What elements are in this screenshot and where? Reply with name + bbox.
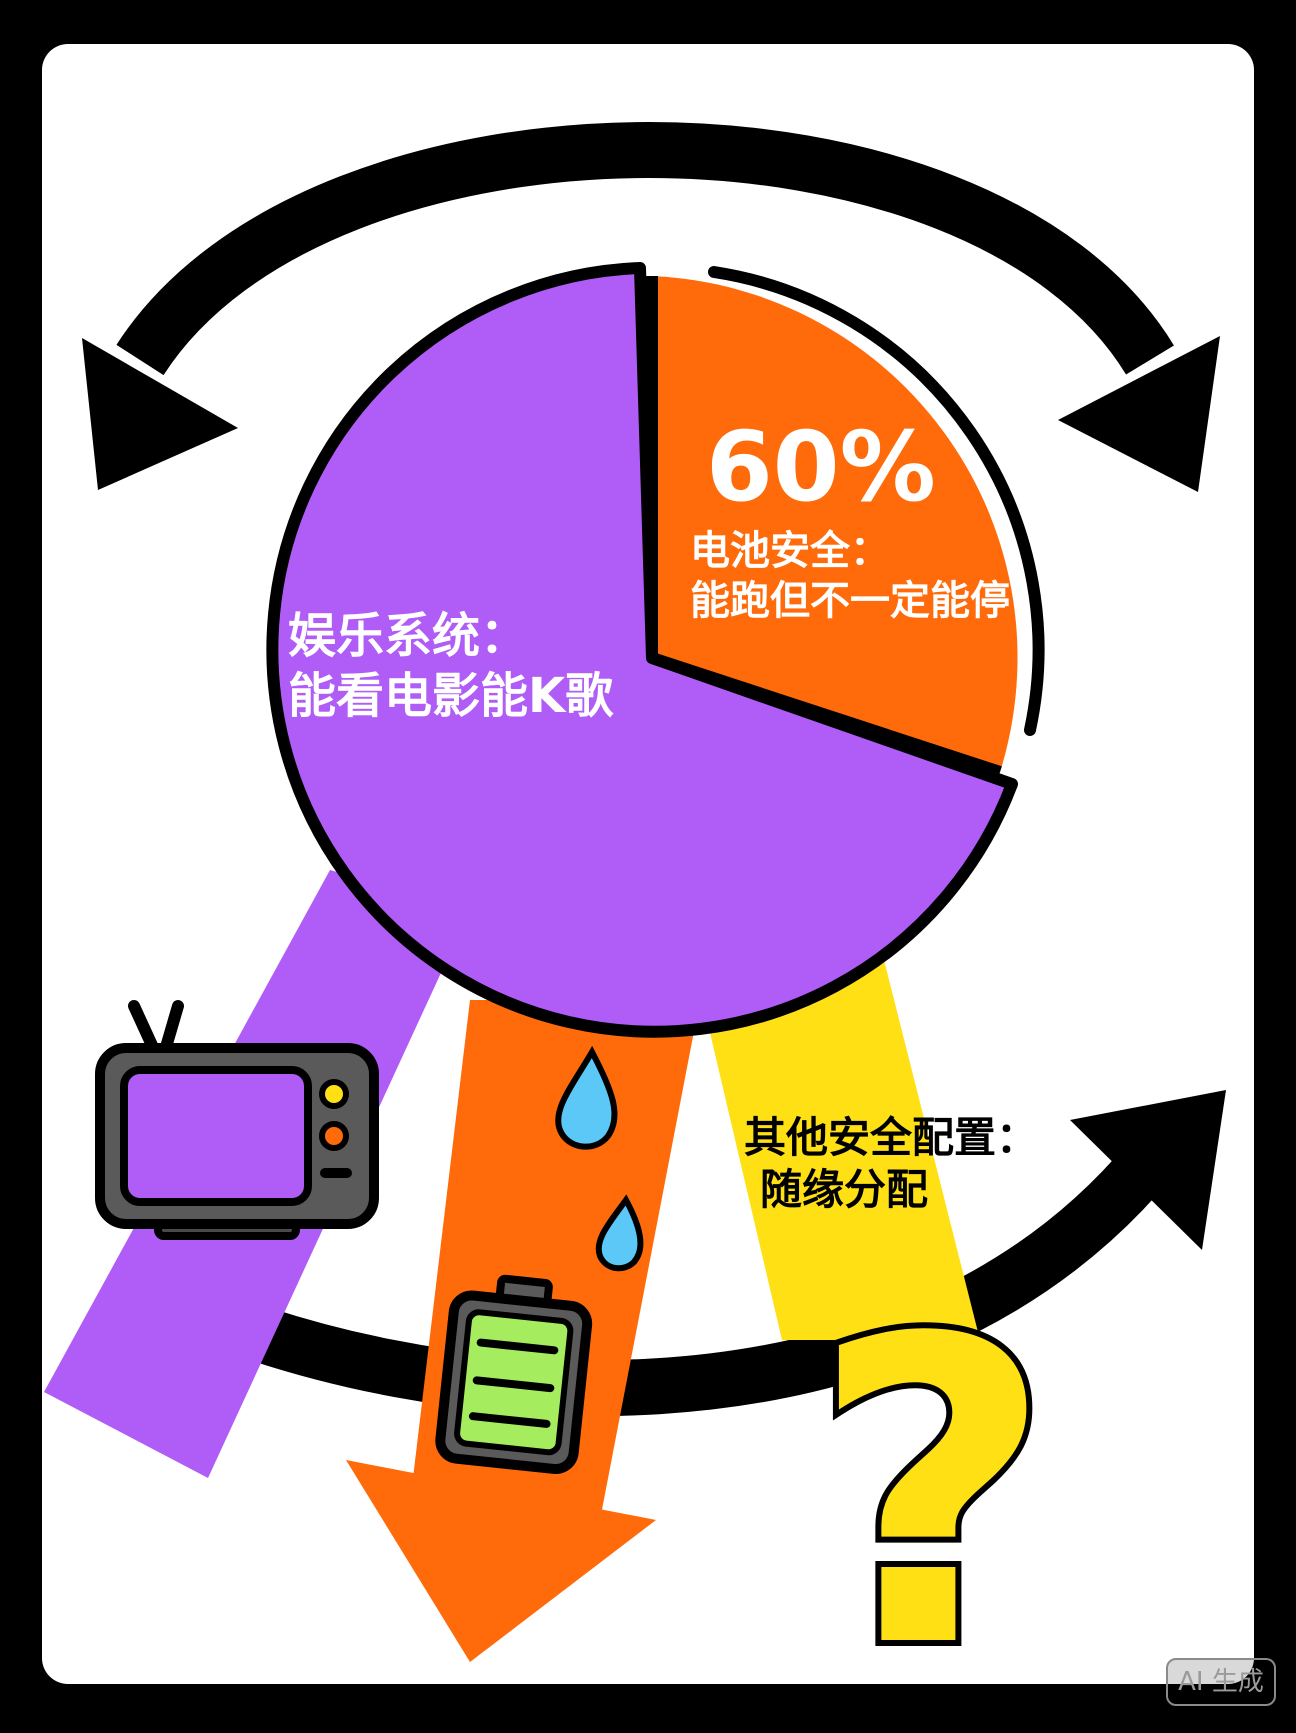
purple-slice-title: 娱乐系统： bbox=[288, 608, 528, 664]
water-drop-icon bbox=[595, 1194, 644, 1272]
other-config-desc: 随缘分配 bbox=[760, 1165, 928, 1214]
orange-slice-title: 电池安全： bbox=[690, 528, 890, 574]
pie-slice-purple bbox=[266, 262, 1018, 1038]
percent-label: 60% bbox=[706, 411, 936, 523]
yellow-ribbon bbox=[700, 960, 980, 1340]
ai-generated-watermark: AI 生成 bbox=[1166, 1658, 1276, 1706]
top-curved-arrow-icon bbox=[82, 122, 1220, 492]
tv-icon bbox=[95, 1000, 379, 1240]
battery-icon bbox=[435, 1274, 593, 1475]
purple-slice-desc: 能看电影能K歌 bbox=[288, 668, 614, 724]
pie-slice-orange bbox=[652, 276, 1018, 772]
water-drop-icon bbox=[555, 1045, 618, 1150]
bottom-curved-arrow-icon bbox=[137, 1090, 1226, 1416]
orange-slice-desc: 能跑但不一定能停 bbox=[690, 578, 1010, 624]
pie-chart bbox=[266, 262, 1045, 1038]
question-mark-icon: ? bbox=[810, 1251, 1054, 1728]
other-config-title: 其他安全配置： bbox=[744, 1113, 1038, 1162]
